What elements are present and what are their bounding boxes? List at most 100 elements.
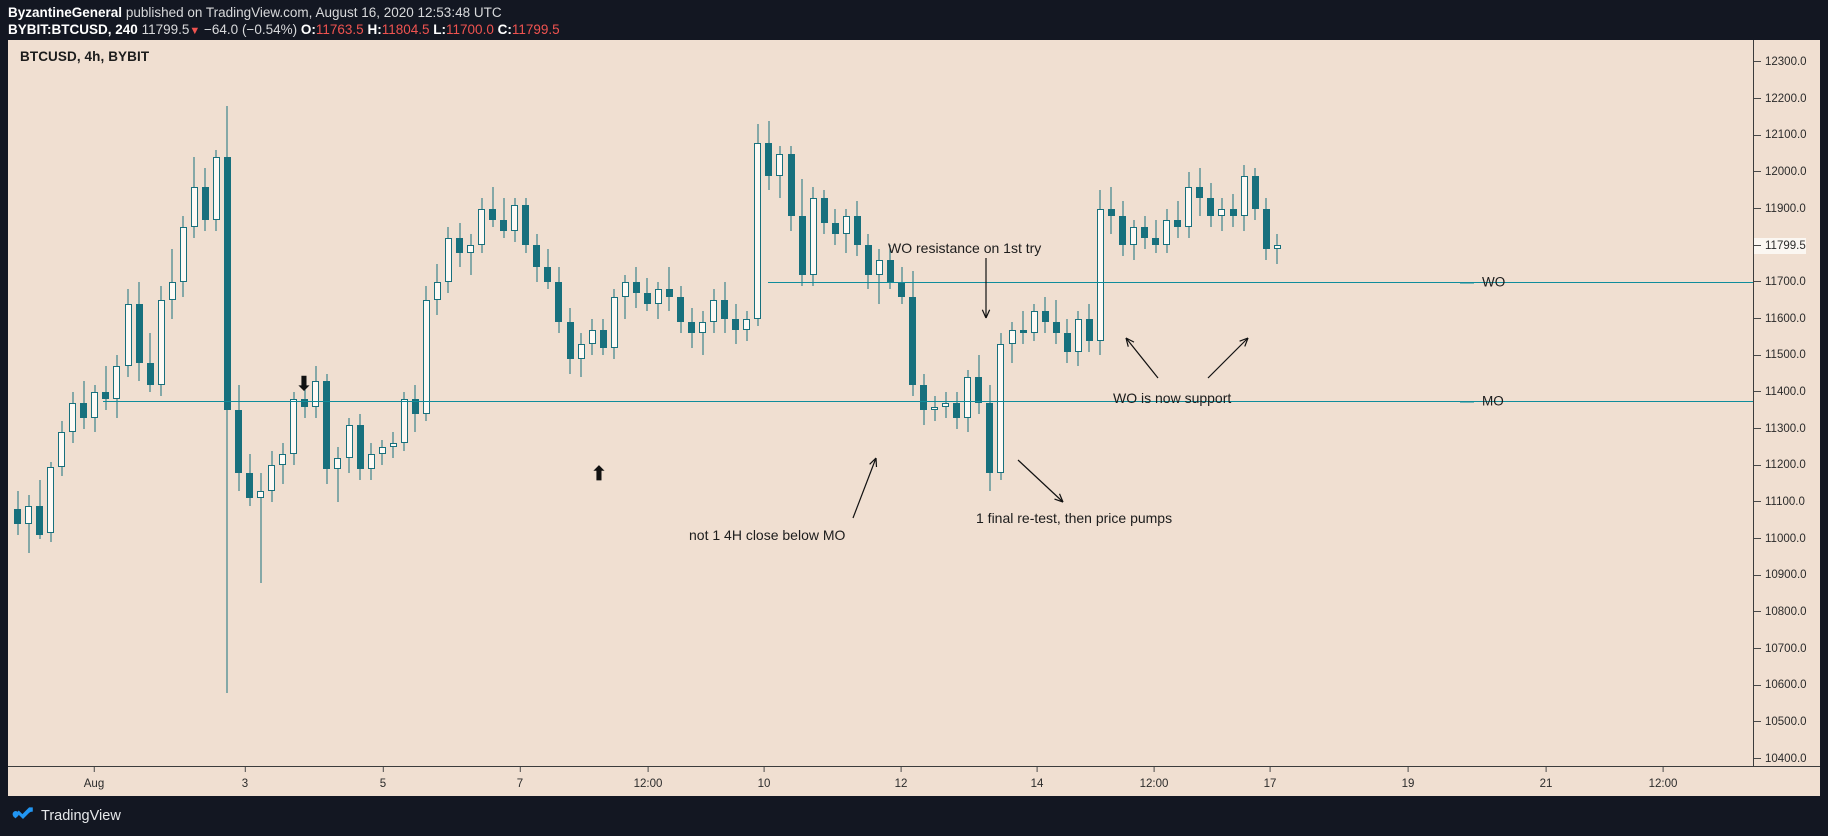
candle-wick — [28, 494, 30, 554]
level-line-mo[interactable] — [103, 401, 1753, 403]
price-tick-label: 10600.0 — [1765, 679, 1807, 692]
level-label-mo: MO — [1460, 394, 1504, 409]
candle — [80, 381, 88, 429]
candle — [688, 307, 696, 348]
candle — [1008, 322, 1016, 363]
candle — [69, 392, 77, 444]
candle-body — [1085, 318, 1093, 341]
candle — [257, 472, 265, 583]
candle — [146, 333, 154, 392]
candle-body — [157, 300, 165, 385]
candle — [1273, 234, 1281, 264]
level-line-wo[interactable] — [768, 282, 1753, 283]
high-value: 11804.5 — [381, 22, 430, 37]
publish-timestamp: August 16, 2020 12:53:48 UTC — [315, 5, 502, 20]
time-tick: 12 — [895, 767, 907, 790]
candle — [268, 450, 276, 502]
candle — [511, 197, 519, 242]
candle — [433, 263, 441, 315]
candle-body — [1041, 311, 1049, 323]
price-tick-label: 11100.0 — [1765, 496, 1805, 508]
candle — [632, 267, 640, 308]
candle-body — [776, 153, 784, 176]
candle-body — [621, 281, 629, 297]
candle-wick — [337, 447, 339, 502]
candle-body — [456, 237, 463, 253]
arrow-wo-resistance — [981, 258, 991, 319]
candle-body — [886, 259, 894, 282]
candle — [931, 395, 939, 422]
candle — [1130, 219, 1138, 260]
candle — [1262, 197, 1270, 260]
candle-body — [964, 377, 972, 418]
candle-body — [654, 289, 662, 304]
candle-body — [909, 296, 917, 385]
candle — [422, 285, 430, 422]
candle — [743, 311, 751, 341]
candle-body — [467, 245, 475, 253]
arrow-mo-close — [852, 457, 878, 519]
candle-body — [124, 303, 132, 367]
candle-body — [1240, 175, 1248, 216]
price-tick-label: 12200.0 — [1765, 92, 1807, 105]
candle-body — [1196, 186, 1204, 198]
candle — [853, 201, 861, 257]
price-tick-label: 11900.0 — [1765, 202, 1806, 215]
candle — [201, 168, 209, 231]
candle — [1063, 318, 1071, 363]
candle — [36, 480, 44, 539]
candle-body — [1251, 175, 1259, 209]
candle — [1152, 219, 1160, 253]
candle-body — [544, 267, 552, 282]
candle — [14, 491, 21, 535]
candle-wick — [492, 186, 494, 227]
candle — [787, 146, 795, 231]
price-tick: 10900.0 — [1754, 569, 1807, 581]
price-tick-label: 10400.0 — [1765, 752, 1807, 765]
candle — [1251, 168, 1259, 220]
candlestick-plot[interactable]: WO MO WO resistance on 1st try WO is now su… — [8, 40, 1753, 766]
candle-wick — [470, 234, 472, 275]
candle-wick — [1022, 311, 1024, 345]
price-tick: 11900.0 — [1754, 203, 1806, 215]
candle-body — [400, 399, 408, 444]
candle — [677, 285, 684, 334]
candle — [500, 197, 508, 238]
price-scale[interactable]: 12300.0 12200.0 12100.0 12000.0 11900.0 11799… — [1753, 40, 1821, 766]
arrow-wo-support-right — [1207, 337, 1249, 379]
candle-body — [1107, 208, 1115, 216]
candle-body — [920, 384, 928, 411]
candle — [25, 494, 33, 554]
candle-body — [25, 505, 33, 524]
candle — [1019, 311, 1027, 345]
retest-note: 1 final re-test, then price pumps — [976, 510, 1173, 526]
candle — [389, 432, 397, 458]
last-price: 11799.5 — [141, 22, 190, 37]
time-tick-label: 14 — [1030, 778, 1044, 790]
candle-body — [223, 157, 231, 411]
candle-body — [677, 296, 684, 323]
time-tick: 5 — [380, 767, 386, 790]
candle — [798, 179, 806, 286]
price-tick-label: 12300.0 — [1765, 56, 1807, 68]
candle-body — [290, 399, 298, 455]
candle-body — [1030, 311, 1038, 334]
low-label: L: — [433, 22, 447, 37]
price-tick-label: 10500.0 — [1765, 716, 1807, 728]
candle-body — [842, 215, 850, 235]
candle-body — [1163, 219, 1171, 246]
candle — [566, 307, 574, 374]
candle — [544, 249, 552, 290]
candle-wick — [624, 274, 626, 319]
candle — [522, 197, 530, 253]
candle-wick — [1155, 219, 1157, 253]
candle-wick — [1276, 234, 1278, 264]
candle — [886, 245, 894, 290]
candle-body — [444, 238, 452, 282]
candle — [997, 333, 1005, 480]
candle — [246, 454, 254, 506]
time-tick-label: 12:00 — [633, 778, 663, 790]
chart-container[interactable]: BTCUSD, 4h, BYBIT WO MO WO resistance on 1… — [8, 40, 1820, 796]
time-scale[interactable]: Aug 3 5 7 12:00 10 12 14 12:00 17 19 21 12:00 — [8, 766, 1820, 797]
candle — [842, 208, 850, 253]
